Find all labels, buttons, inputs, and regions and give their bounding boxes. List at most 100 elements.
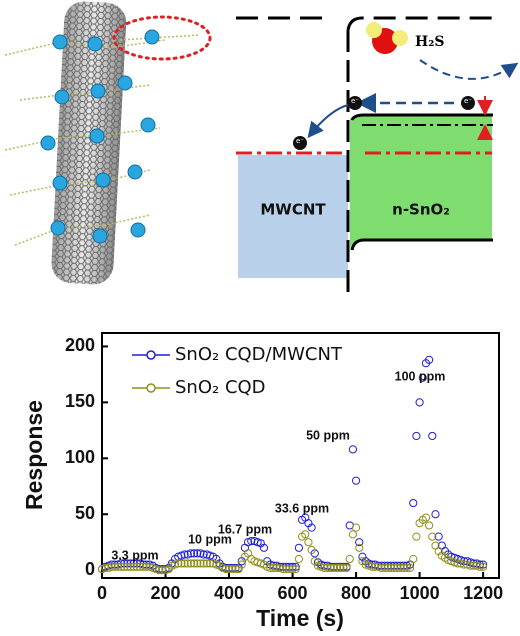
x-tick-label: 0 [97, 583, 107, 603]
data-point [186, 549, 196, 558]
data-point [266, 563, 275, 573]
data-point [126, 562, 135, 571]
data-point [355, 543, 364, 552]
annotation: 16.7 ppm [218, 522, 272, 536]
data-point [402, 563, 411, 573]
legend-label: SnO₂ CQD [175, 377, 266, 398]
data-point [479, 562, 488, 571]
data-point [259, 543, 269, 552]
legend-marker [146, 350, 156, 360]
data-point [320, 563, 329, 573]
y-axis-label: Response [21, 400, 47, 510]
legend-marker [146, 383, 156, 393]
data-point [110, 562, 119, 571]
data-point [158, 566, 167, 575]
data-point [180, 550, 189, 559]
data-point [342, 563, 351, 573]
data-point [415, 398, 424, 407]
data-point [383, 563, 392, 573]
x-axis-label: Time (s) [256, 605, 344, 631]
data-point [142, 562, 151, 571]
data-point [288, 564, 297, 574]
data-point [101, 563, 110, 573]
data-point [301, 530, 310, 539]
gas-label: H₂S [415, 34, 444, 50]
data-point [348, 445, 358, 454]
annotation: 10 ppm [188, 532, 232, 546]
x-tick-label: 1000 [400, 583, 440, 603]
y-tick-label: 200 [65, 335, 95, 355]
data-point [247, 536, 256, 546]
data-point [377, 563, 386, 573]
data-point [278, 564, 288, 574]
data-point [285, 564, 294, 574]
data-point [409, 554, 418, 564]
data-point [351, 523, 361, 532]
data-point [393, 563, 402, 573]
data-point [139, 562, 148, 571]
data-point [431, 510, 440, 519]
sno2-label: n-SnO₂ [392, 201, 450, 219]
data-point [186, 559, 196, 568]
data-point [386, 563, 396, 573]
data-point [425, 355, 434, 364]
band-diagram: e⁻ e⁻ e⁻ H₂S MWCNT n-SnO₂ [236, 16, 519, 292]
data-point [224, 564, 234, 574]
annotation: 100 ppm [395, 369, 446, 383]
data-point [336, 563, 345, 573]
data-point [190, 549, 199, 558]
data-point [294, 554, 304, 564]
data-point [307, 523, 316, 532]
data-point [409, 498, 418, 508]
data-point [199, 550, 208, 559]
data-point [469, 561, 478, 570]
data-point [428, 431, 437, 441]
data-point [294, 543, 304, 552]
data-point [367, 562, 377, 571]
data-point [304, 538, 313, 547]
x-tick-label: 1200 [463, 583, 503, 603]
data-point [475, 562, 485, 571]
legend-label: SnO₂ CQD/MWCNT [175, 344, 343, 365]
annotation: 3.3 ppm [111, 548, 158, 562]
data-point [326, 563, 335, 573]
data-point [351, 476, 361, 485]
data-point [396, 563, 405, 573]
data-point [116, 562, 126, 571]
data-point [332, 563, 342, 573]
data-point [291, 564, 300, 574]
data-point [183, 559, 192, 568]
data-point [129, 562, 138, 571]
x-tick-label: 600 [278, 583, 308, 603]
data-point [132, 562, 142, 571]
data-point [390, 563, 399, 573]
y-tick-label: 100 [65, 447, 95, 467]
data-point [177, 559, 186, 568]
data-point [418, 373, 427, 382]
chart: Time (s) Response 0 200 400 600 800 1000 1200 0… [21, 332, 503, 631]
data-point [228, 564, 237, 574]
data-point [412, 532, 421, 541]
nanotube [4, 1, 212, 285]
data-point [282, 564, 291, 574]
data-point [202, 559, 211, 568]
data-point [421, 513, 431, 522]
data-point [371, 562, 380, 571]
electron-label: e⁻ [296, 137, 304, 145]
data-point [425, 521, 434, 530]
data-point [190, 559, 199, 568]
annotation: 50 ppm [306, 428, 350, 442]
data-point [453, 559, 462, 568]
data-point [180, 559, 189, 568]
data-point [428, 532, 437, 541]
data-point [405, 563, 415, 573]
x-tick-label: 800 [341, 583, 371, 603]
y-tick-label: 0 [85, 559, 95, 579]
x-tick-label: 400 [214, 583, 244, 603]
data-point [434, 532, 443, 541]
data-point [323, 563, 332, 573]
data-point [221, 564, 230, 574]
electron-label: e⁻ [351, 97, 359, 105]
x-tick-label: 200 [150, 583, 180, 603]
data-point [339, 563, 348, 573]
